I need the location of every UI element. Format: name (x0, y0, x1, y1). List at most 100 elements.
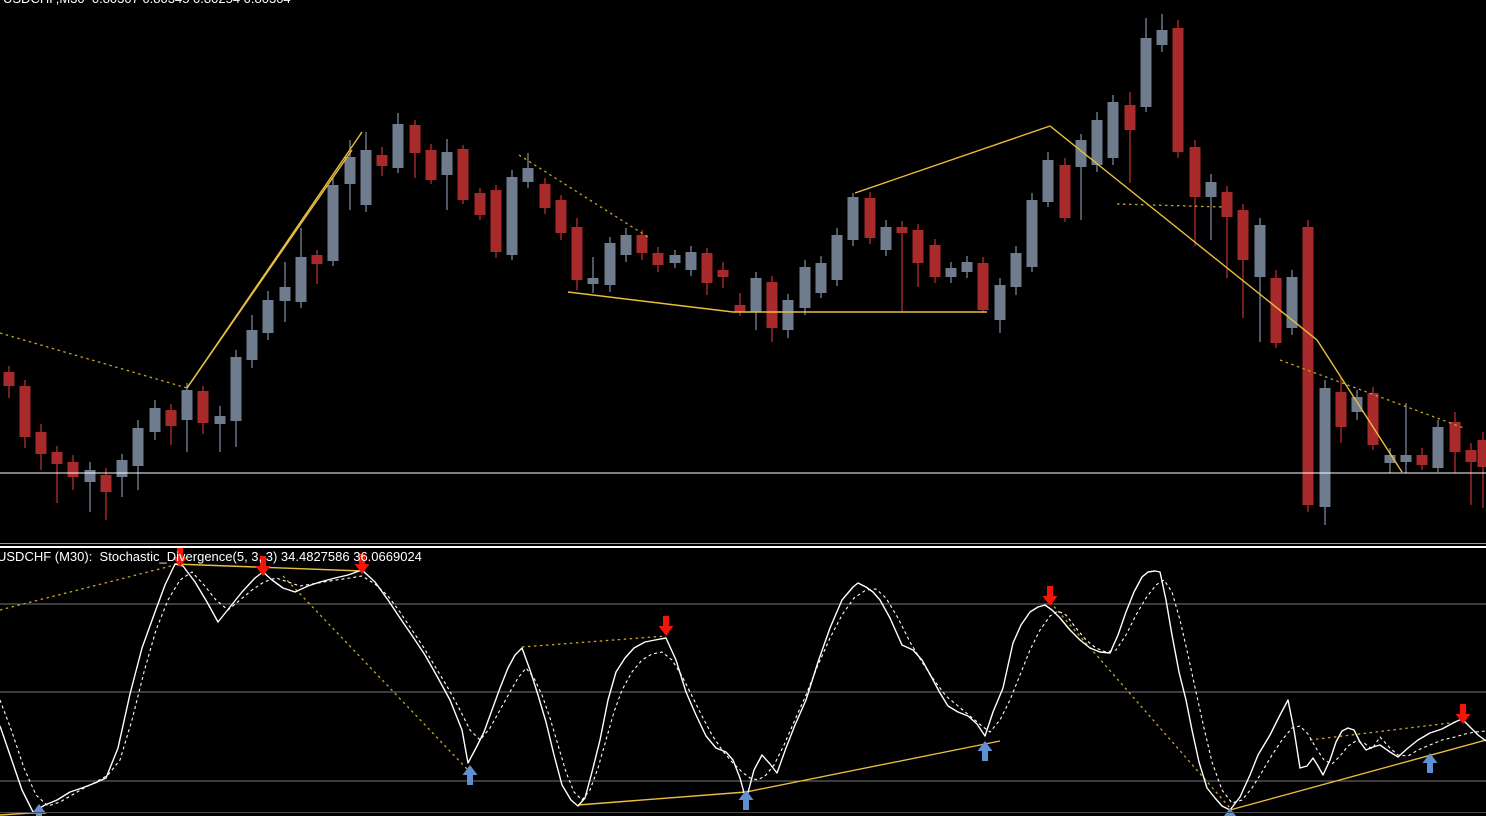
bull-candle (880, 227, 892, 250)
bull-candle (815, 263, 827, 293)
bear-candle (1416, 455, 1428, 465)
bear-candle (376, 155, 388, 166)
indicator-label: USDCHF (M30): Stochastic_Divergence(5, 3… (0, 549, 422, 564)
sell-signal-arrow-icon[interactable] (658, 616, 674, 636)
bull-candle (587, 278, 599, 284)
bull-candle (149, 408, 161, 432)
bull-candle (799, 267, 811, 308)
bear-candle (1270, 278, 1282, 343)
bear-candle (197, 391, 209, 423)
bear-candle (409, 125, 421, 153)
bear-candle (571, 227, 583, 280)
bear-candle (766, 282, 778, 328)
bull-candle (1351, 397, 1363, 412)
bull-candle (994, 285, 1006, 320)
price-divergence-trendline-dotted[interactable] (1279, 359, 1465, 429)
bull-candle (604, 243, 616, 285)
bear-candle (311, 255, 323, 264)
bear-candle (977, 263, 989, 310)
chart-bottom-frame (0, 812, 1486, 813)
bull-candle (831, 235, 843, 280)
bear-candle (1237, 210, 1249, 260)
bear-candle (100, 475, 112, 492)
stoch-divergence-line-solid[interactable] (577, 740, 1001, 806)
bull-candle (945, 268, 957, 277)
bull-candle (847, 197, 859, 240)
price-ohlc-label: USDCHF,M30 0.80307 0.80345 0.80254 0.803… (3, 0, 291, 6)
stoch-divergence-line-solid[interactable] (1229, 739, 1486, 811)
bear-candle (555, 200, 567, 233)
bull-candle (1205, 182, 1217, 197)
stoch-divergence-line-dotted[interactable] (282, 575, 469, 771)
bull-candle (1254, 225, 1266, 277)
bull-candle (1384, 455, 1396, 463)
bull-candle (522, 168, 534, 182)
bear-candle (1124, 105, 1136, 130)
price-panel[interactable] (0, 14, 1486, 525)
bull-candle (116, 460, 128, 477)
buy-signal-arrow-icon[interactable] (738, 790, 754, 810)
bull-candle (1400, 455, 1412, 462)
buy-signal-arrow-icon[interactable] (977, 741, 993, 761)
bull-candle (230, 357, 242, 421)
bear-candle (35, 432, 47, 454)
sell-signal-arrow-icon[interactable] (1042, 586, 1058, 606)
sell-signal-arrow-icon[interactable] (1455, 704, 1471, 724)
bear-candle (1477, 440, 1486, 467)
bull-candle (327, 185, 339, 261)
sell-signal-arrow-icon[interactable] (172, 547, 188, 567)
price-divergence-trendline-dotted[interactable] (1116, 203, 1224, 208)
bear-candle (3, 372, 15, 386)
price-divergence-trendline-solid[interactable] (1049, 125, 1403, 473)
panel-separator-handle[interactable] (0, 543, 1486, 548)
bear-candle (474, 193, 486, 215)
stochastic-panel[interactable] (0, 547, 1486, 816)
bull-candle (506, 177, 518, 255)
sell-signal-arrow-icon[interactable] (354, 554, 370, 574)
bear-candle (929, 245, 941, 277)
bull-candle (1432, 427, 1444, 468)
bull-candle (961, 262, 973, 272)
bear-candle (896, 227, 908, 233)
bull-candle (392, 124, 404, 168)
bull-candle (214, 416, 226, 424)
buy-signal-arrow-icon[interactable] (462, 765, 478, 785)
bear-candle (490, 190, 502, 252)
price-divergence-trendline-dotted[interactable] (0, 332, 188, 389)
bear-candle (701, 253, 713, 283)
bull-candle (132, 428, 144, 466)
bull-candle (246, 330, 258, 360)
price-divergence-trendline-solid[interactable] (567, 291, 987, 313)
stoch-divergence-line-dotted[interactable] (521, 635, 667, 648)
bear-candle (457, 149, 469, 200)
bull-candle (750, 278, 762, 312)
bull-candle (1140, 38, 1152, 107)
buy-signal-arrow-icon[interactable] (31, 804, 47, 816)
bear-candle (1367, 393, 1379, 445)
bull-candle (1091, 120, 1103, 165)
bull-candle (279, 287, 291, 301)
price-divergence-trendline-solid[interactable] (854, 125, 1051, 194)
bear-candle (67, 462, 79, 477)
bear-candle (864, 198, 876, 238)
bear-candle (165, 410, 177, 426)
bear-candle (1335, 392, 1347, 427)
stoch-divergence-line-dotted[interactable] (0, 564, 176, 611)
bear-candle (51, 452, 63, 464)
bull-candle (685, 252, 697, 270)
stoch-divergence-line-dotted[interactable] (1309, 721, 1459, 741)
bear-candle (19, 386, 31, 437)
bull-candle (1042, 160, 1054, 202)
price-divergence-trendline-dotted[interactable] (518, 154, 649, 238)
bear-candle (1221, 192, 1233, 217)
bear-candle (1465, 450, 1477, 462)
bull-candle (669, 255, 681, 263)
bull-candle (1010, 253, 1022, 287)
sell-signal-arrow-icon[interactable] (255, 556, 271, 576)
bull-candle (620, 235, 632, 255)
buy-signal-arrow-icon[interactable] (1422, 753, 1438, 773)
price-divergence-trendline-solid[interactable] (186, 131, 363, 389)
bull-candle (295, 257, 307, 302)
bull-candle (441, 152, 453, 175)
